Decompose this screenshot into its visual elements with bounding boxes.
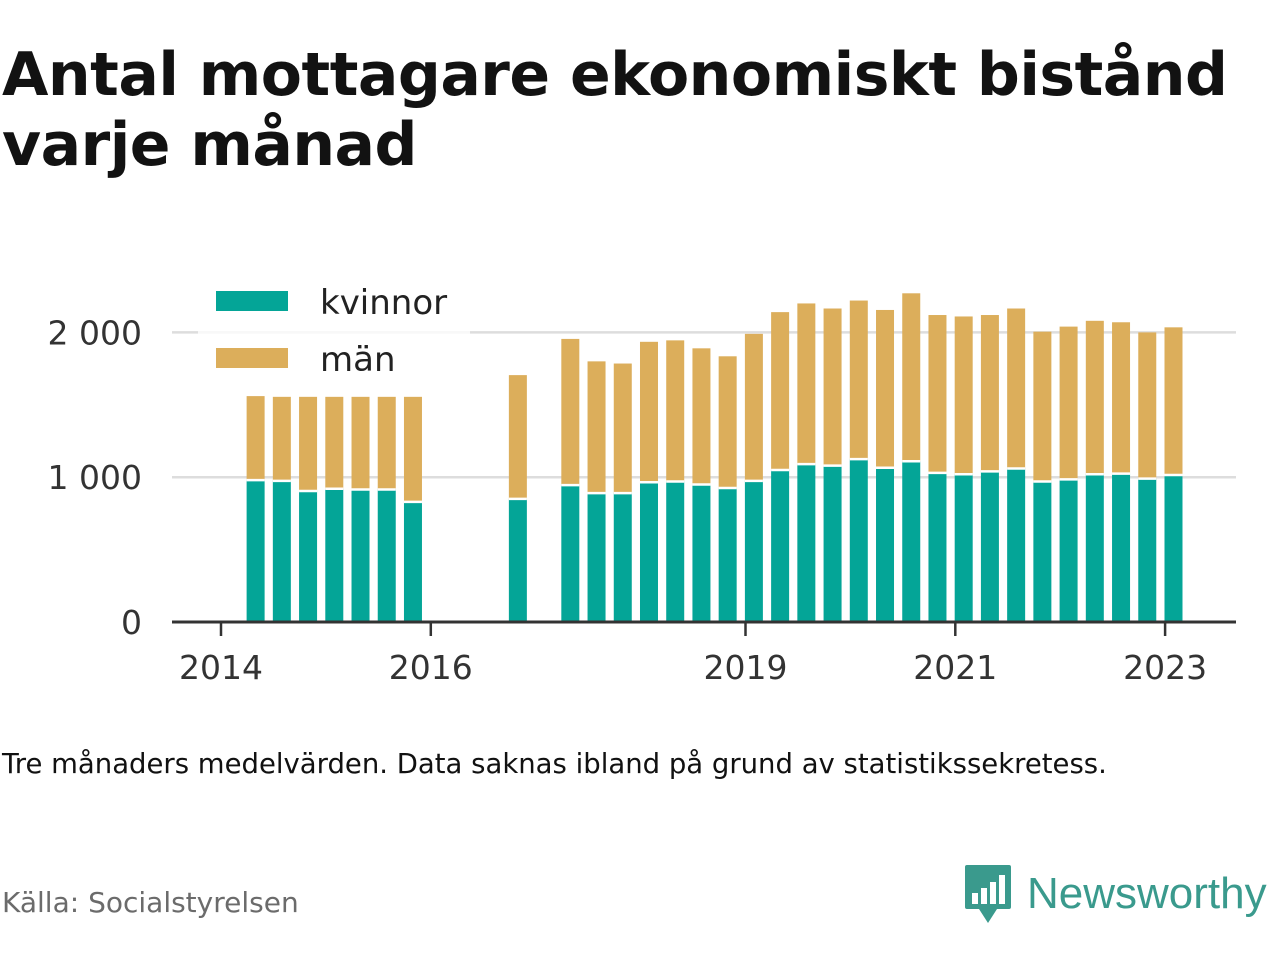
- bar-kvinnor: [299, 490, 318, 622]
- bar-chart-speech-bubble-icon: [965, 865, 1011, 923]
- bar-man: [272, 396, 291, 481]
- bar-man: [1007, 308, 1026, 469]
- bar-man: [299, 396, 318, 491]
- bar-kvinnor: [272, 480, 291, 622]
- x-tick-label: 2019: [704, 648, 788, 687]
- bar-kvinnor: [508, 498, 527, 622]
- bar-man: [718, 356, 737, 489]
- newsworthy-logo: Newsworthy: [963, 862, 1267, 926]
- bar-man: [692, 348, 711, 485]
- bar-kvinnor: [403, 501, 422, 622]
- bar-kvinnor: [902, 461, 921, 622]
- legend-label-kvinnor: kvinnor: [320, 283, 447, 323]
- bar-kvinnor: [744, 480, 763, 622]
- bar-man: [587, 361, 606, 494]
- bar-kvinnor: [325, 488, 344, 622]
- bar-man: [771, 312, 790, 470]
- bar-kvinnor: [377, 489, 396, 622]
- bar-man: [1112, 322, 1131, 474]
- y-tick-label: 0: [121, 603, 142, 642]
- bar-kvinnor: [849, 459, 868, 622]
- legend-swatch-man: [216, 348, 288, 368]
- chart-caption: Tre månaders medelvärden. Data saknas ib…: [2, 748, 1107, 780]
- bar-kvinnor: [771, 469, 790, 622]
- bar-man: [613, 363, 632, 494]
- bar-man: [639, 341, 658, 483]
- bar-kvinnor: [1085, 474, 1104, 622]
- bar-kvinnor: [613, 493, 632, 622]
- bar-man: [325, 396, 344, 489]
- bar-man: [980, 315, 999, 472]
- x-tick-label: 2014: [179, 648, 263, 687]
- bar-man: [1164, 327, 1183, 476]
- bar-man: [744, 333, 763, 481]
- x-tick-label: 2023: [1123, 648, 1207, 687]
- bar-man: [351, 396, 370, 490]
- bar-kvinnor: [928, 472, 947, 622]
- bar-man: [1085, 320, 1104, 475]
- bar-man: [403, 396, 422, 502]
- bar-kvinnor: [876, 467, 895, 622]
- bar-man: [508, 375, 527, 499]
- bar-kvinnor: [1138, 478, 1157, 622]
- bar-kvinnor: [561, 485, 580, 622]
- bar-kvinnor: [823, 465, 842, 622]
- bar-kvinnor: [1033, 481, 1052, 622]
- bar-kvinnor: [797, 464, 816, 622]
- bar-kvinnor: [639, 482, 658, 622]
- legend-swatch-kvinnor: [216, 291, 288, 311]
- x-tick-label: 2021: [913, 648, 997, 687]
- bars: [246, 293, 1183, 622]
- bar-man: [849, 300, 868, 460]
- bar-man: [902, 293, 921, 462]
- source-note: Källa: Socialstyrelsen: [2, 886, 299, 919]
- y-tick-label: 1 000: [48, 458, 142, 497]
- y-tick-label: 2 000: [48, 313, 142, 352]
- bar-man: [246, 396, 265, 481]
- brand-name: Newsworthy: [1027, 869, 1267, 918]
- bar-man: [1138, 332, 1157, 479]
- chart-title: Antal mottagare ekonomiskt bistånd varje…: [2, 40, 1228, 180]
- legend: kvinnor män: [198, 276, 470, 396]
- bar-kvinnor: [1007, 468, 1026, 622]
- bar-kvinnor: [718, 488, 737, 622]
- bar-man: [377, 396, 396, 490]
- bar-man: [1033, 331, 1052, 482]
- bar-kvinnor: [246, 480, 265, 622]
- bar-man: [823, 308, 842, 466]
- bar-kvinnor: [587, 493, 606, 622]
- bar-man: [561, 338, 580, 486]
- axes: 0 1 000 2 000 2014 2016 2019 2021 2023: [48, 313, 1236, 687]
- bar-kvinnor: [1059, 479, 1078, 622]
- bar-man: [876, 309, 895, 468]
- bar-man: [954, 316, 973, 475]
- bar-kvinnor: [692, 484, 711, 622]
- stacked-bar-chart: kvinnor män 0 1 000 2 000 2014 2016 2019 2021 2…: [48, 276, 1236, 687]
- bar-kvinnor: [666, 481, 685, 622]
- bar-kvinnor: [1164, 475, 1183, 622]
- bar-kvinnor: [954, 474, 973, 622]
- bar-man: [928, 315, 947, 473]
- bar-man: [666, 340, 685, 482]
- x-tick-label: 2016: [389, 648, 473, 687]
- bar-kvinnor: [980, 471, 999, 622]
- bar-man: [797, 303, 816, 465]
- bar-kvinnor: [351, 489, 370, 622]
- legend-label-man: män: [320, 340, 396, 380]
- bar-man: [1059, 326, 1078, 480]
- bar-kvinnor: [1112, 473, 1131, 622]
